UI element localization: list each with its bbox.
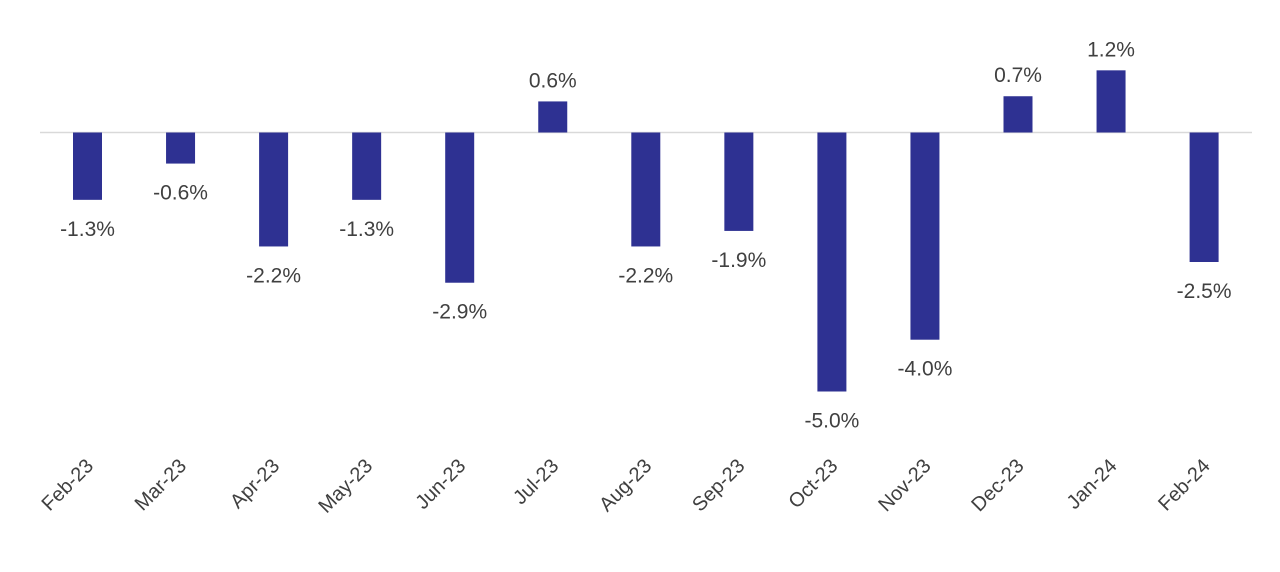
bar-may-23 bbox=[352, 132, 382, 200]
data-label: -1.3% bbox=[60, 218, 115, 241]
data-label: 0.7% bbox=[994, 64, 1042, 87]
bar-apr-23 bbox=[259, 132, 289, 247]
data-label: -1.9% bbox=[711, 249, 766, 272]
x-tick-label: Feb-24 bbox=[1154, 455, 1214, 515]
data-label: -1.3% bbox=[339, 218, 394, 241]
x-tick-label: Jul-23 bbox=[509, 455, 563, 509]
bar-mar-23 bbox=[166, 132, 196, 164]
data-label: -5.0% bbox=[804, 410, 859, 433]
bar-jan-24 bbox=[1096, 70, 1126, 133]
x-tick-label: Mar-23 bbox=[131, 455, 191, 515]
bar-jul-23 bbox=[538, 101, 568, 133]
bar-feb-23 bbox=[73, 132, 102, 200]
bar-dec-23 bbox=[1003, 96, 1033, 133]
data-label: -2.2% bbox=[618, 264, 673, 287]
x-tick-label: May-23 bbox=[314, 455, 377, 518]
data-label: -2.9% bbox=[432, 301, 487, 324]
x-tick-label: Nov-23 bbox=[874, 455, 935, 516]
data-label: -2.5% bbox=[1177, 280, 1232, 303]
bar-oct-23 bbox=[817, 132, 847, 392]
bar-feb-24 bbox=[1189, 132, 1219, 262]
x-tick-label: Oct-23 bbox=[784, 455, 842, 513]
data-label: 1.2% bbox=[1087, 38, 1135, 61]
x-tick-label: Jun-23 bbox=[411, 455, 470, 514]
x-tick-label: Feb-23 bbox=[38, 455, 98, 515]
bar-sep-23 bbox=[724, 132, 754, 231]
x-tick-label: Aug-23 bbox=[595, 455, 656, 516]
data-label: 0.6% bbox=[529, 69, 577, 92]
x-tick-label: Dec-23 bbox=[967, 455, 1028, 516]
data-label: -2.2% bbox=[246, 264, 301, 287]
bar-nov-23 bbox=[910, 132, 940, 340]
data-label: -4.0% bbox=[898, 358, 953, 381]
data-label: -0.6% bbox=[153, 182, 208, 205]
bar-aug-23 bbox=[631, 132, 661, 247]
x-tick-label: Apr-23 bbox=[226, 455, 284, 513]
x-tick-label: Sep-23 bbox=[688, 455, 749, 516]
x-tick-label: Jan-24 bbox=[1063, 455, 1122, 514]
bar-jun-23 bbox=[445, 132, 475, 283]
